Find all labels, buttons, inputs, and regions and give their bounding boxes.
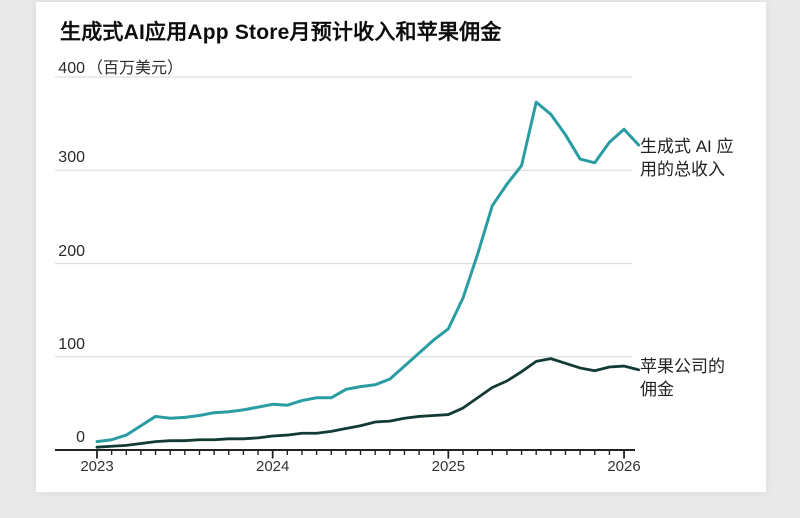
chart-card bbox=[36, 2, 766, 492]
commission-line-series bbox=[95, 357, 641, 449]
y-axis-unit-label: （百万美元） bbox=[87, 60, 184, 77]
axis-ticks bbox=[96, 450, 625, 459]
revenue-series-label: 生成式 AI 应 用的总收入 bbox=[640, 137, 734, 179]
x-axis-label-2023: 2023 bbox=[80, 458, 114, 475]
y-axis-top-unit: 400 （百万美元） bbox=[20, 54, 183, 78]
x-axis-label-2024: 2024 bbox=[255, 458, 290, 475]
y-axis-label-0: 0 bbox=[76, 429, 85, 446]
y-axis-label-200: 200 bbox=[58, 242, 85, 260]
gridlines bbox=[55, 76, 632, 358]
revenue-line-series bbox=[95, 100, 641, 444]
y-axis-label-300: 300 bbox=[58, 149, 85, 167]
y-axis-label-400: 400 bbox=[58, 60, 85, 77]
x-axis-label-2025: 2025 bbox=[431, 458, 466, 475]
chart-title: 生成式AI应用App Store月预计收入和苹果佣金 bbox=[60, 21, 502, 44]
x-axis-label-2026: 2026 bbox=[607, 458, 641, 475]
y-axis-label-100: 100 bbox=[58, 335, 85, 353]
commission-series-label: 苹果公司的 佣金 bbox=[640, 357, 725, 399]
